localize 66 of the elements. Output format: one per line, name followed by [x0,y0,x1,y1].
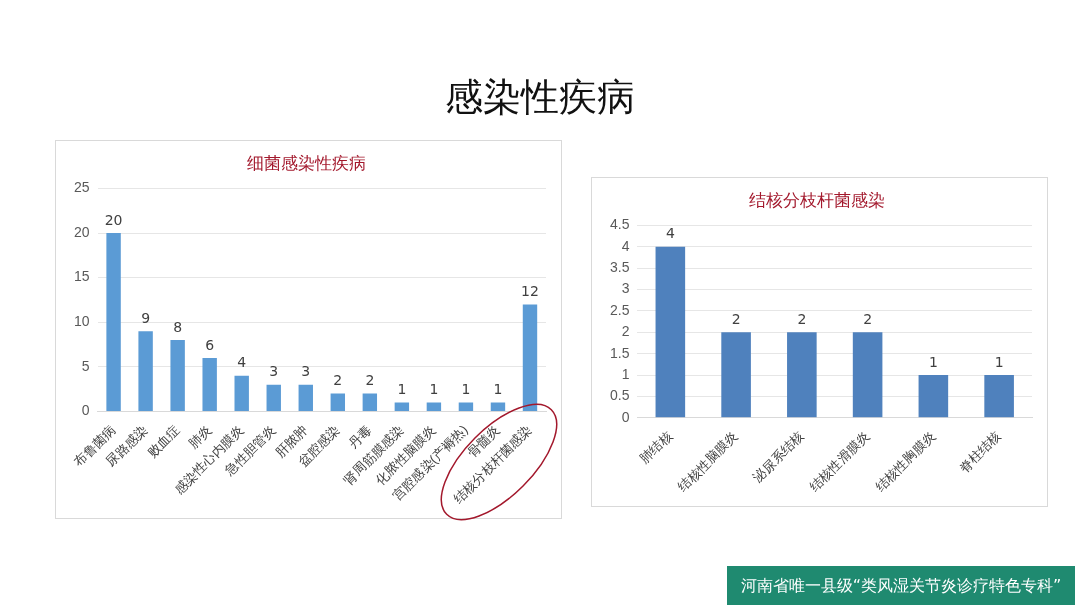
data-label: 8 [173,318,183,335]
data-label: 1 [397,381,407,398]
data-label: 4 [665,225,675,242]
text: 河南省唯一县级“类风湿关节炎诊疗特色专科” [727,566,1075,605]
bar [234,375,249,411]
bar [202,357,217,411]
data-label: 1 [928,353,938,370]
x-tick-label: 结核性胸膜炎 [872,428,939,495]
data-label: 9 [141,309,151,326]
chart-title: 结核分枝杆菌感染 [749,189,885,210]
bar [170,340,185,411]
x-tick-label: 脊柱结核 [956,428,1004,476]
bar [394,402,410,411]
bar [330,393,346,411]
y-tick-label: 2.5 [609,301,630,318]
y-tick-label: 3 [621,280,630,297]
x-tick-label: 泌尿系结核 [749,428,807,485]
bar [984,375,1014,418]
data-label: 3 [301,363,311,380]
data-label: 1 [994,353,1004,370]
bar [852,332,883,418]
data-label: 1 [429,381,439,398]
x-tick-label: 肺结核 [636,428,675,467]
data-label: 2 [365,372,375,389]
data-label: 2 [333,372,343,389]
bar [458,402,474,411]
bar [138,331,153,411]
data-label: 4 [237,354,247,371]
x-tick-label: 结核性滑膜炎 [806,428,873,495]
data-label: 2 [863,310,873,327]
x-tick-label: 结核性脑膜炎 [674,428,741,495]
y-tick-label: 20 [73,223,90,240]
y-tick-label: 1 [621,365,630,382]
y-tick-label: 15 [73,268,90,285]
bar [918,375,949,418]
bar [522,304,538,411]
chart-title: 细菌感染性疾病 [246,152,366,173]
data-label: 20 [104,211,123,228]
data-label: 1 [461,381,471,398]
data-label: 2 [797,310,807,327]
y-tick-label: 1.5 [609,344,630,361]
y-tick-label: 4.5 [609,216,630,233]
y-tick-label: 0 [81,402,90,419]
y-tick-label: 25 [73,179,90,196]
y-tick-label: 4 [621,237,630,254]
bar [655,246,686,418]
y-tick-label: 5 [81,357,90,374]
bar [298,384,313,411]
y-tick-label: 10 [73,313,90,330]
y-tick-label: 0.5 [609,387,630,404]
data-label: 12 [521,283,539,300]
bar [266,384,281,411]
data-label: 1 [493,381,503,398]
y-tick-label: 3.5 [609,259,630,276]
bar [106,233,121,411]
bar [490,402,506,411]
bar [362,393,378,411]
bar [426,402,442,411]
y-tick-label: 2 [621,323,630,340]
data-label: 3 [269,363,279,380]
y-tick-label: 0 [621,408,630,425]
text: 感染性疾病 [444,74,636,121]
data-label: 2 [731,310,741,327]
bar [787,332,817,418]
bar [721,332,751,418]
data-label: 6 [205,336,215,353]
